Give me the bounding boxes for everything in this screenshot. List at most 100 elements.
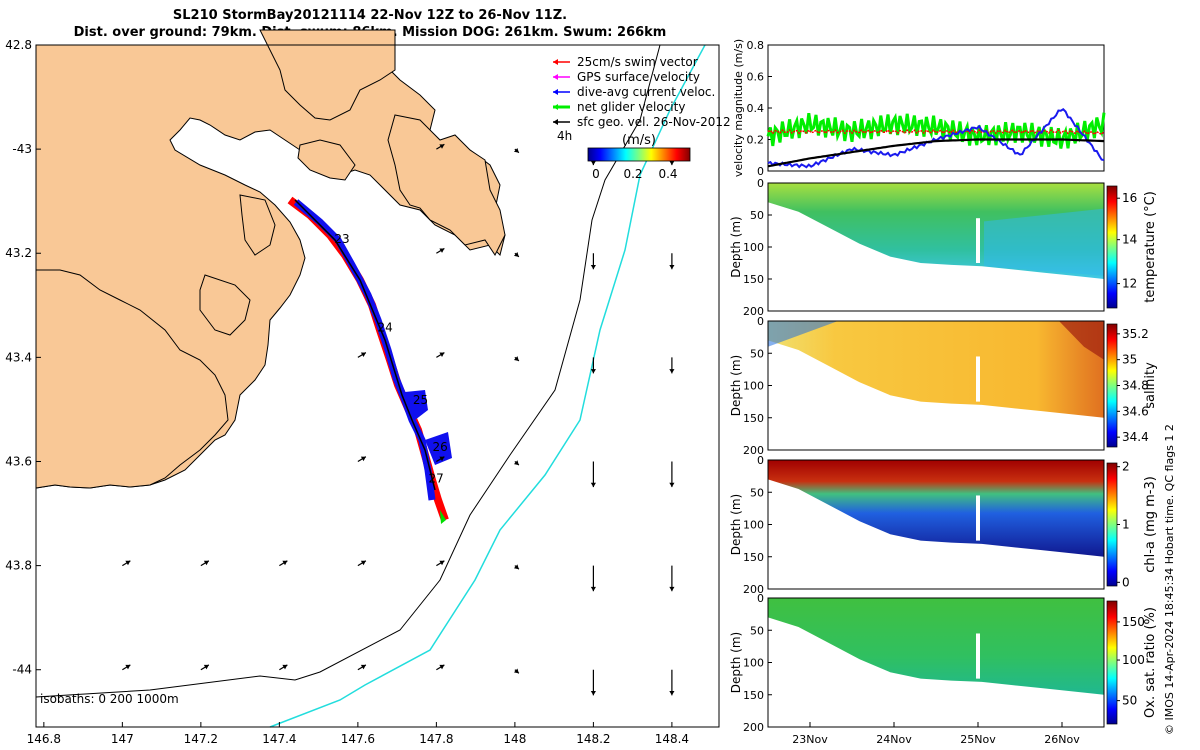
- title-line-1: SL210 StormBay20121114 22-Nov 12Z to 26-…: [172, 8, 568, 23]
- depth-tick: 0: [757, 177, 764, 190]
- lon-tick-label: 147: [111, 732, 134, 746]
- depth-ylabel: Depth (m): [729, 494, 743, 555]
- legend-label: net glider velocity: [577, 100, 685, 114]
- velocity-arrow: [590, 461, 596, 488]
- velocity-arrow: [590, 669, 596, 696]
- depth-tick: 200: [743, 305, 764, 318]
- velocity-arrow: [279, 664, 288, 671]
- velocity-ytick: 0.4: [747, 102, 765, 115]
- colorbar-tick-label: 34.6: [1122, 404, 1149, 418]
- velocity-arrow: [590, 253, 596, 270]
- velocity-arrow: [200, 560, 210, 567]
- velocity-arrow: [279, 560, 288, 567]
- velocity-arrow: [357, 560, 367, 567]
- time-tick-label: 23Nov: [792, 733, 828, 746]
- velocity-arrow: [436, 664, 445, 671]
- velocity-arrow: [590, 565, 596, 592]
- colorbar-tick-label: 14: [1122, 233, 1137, 247]
- section-data-fill: [768, 321, 1104, 418]
- velocity-ytick: 0.2: [747, 134, 765, 147]
- velocity-arrow: [669, 565, 675, 592]
- velocity-arrow: [357, 352, 367, 358]
- day-label: 23: [334, 232, 349, 246]
- day-label: 26: [432, 440, 447, 454]
- depth-tick: 150: [743, 551, 764, 564]
- time-tick-label: 26Nov: [1044, 733, 1080, 746]
- lat-tick-label: -43: [12, 142, 32, 156]
- velocity-arrow: [122, 560, 131, 567]
- velocity-arrow: [669, 253, 675, 270]
- velocity-arrow: [436, 352, 445, 358]
- isobath-1000m: [269, 44, 706, 728]
- depth-tick: 200: [743, 721, 764, 734]
- legend-entry: sfc geo. vel. 26-Nov-2012: [553, 115, 731, 129]
- time-tick-label: 25Nov: [960, 733, 996, 746]
- colorbar-tick: 0.4: [658, 167, 677, 181]
- velocity-arrow: [122, 664, 131, 671]
- section-panel-1: 0 50 100 150 200 Depth (m) 12 14 16 temperature (…: [729, 177, 1158, 318]
- colorbar-tick: 0: [592, 167, 600, 181]
- section-panel-3: 0 50 100 150 200 Depth (m) 0 1 2 chl-a (mg m-3): [729, 454, 1158, 596]
- day-label: 27: [429, 471, 444, 485]
- depth-ylabel: Depth (m): [729, 632, 743, 693]
- velocity-arrow: [513, 564, 520, 570]
- colorbar-title: (m/s): [622, 133, 656, 148]
- velocity-arrow: [436, 560, 445, 567]
- lon-tick-label: 148.4: [655, 732, 689, 746]
- depth-tick: 0: [757, 454, 764, 467]
- velocity-arrow: [669, 357, 675, 374]
- velocity-arrow: [513, 252, 520, 258]
- colorbar-tick-label: 2: [1122, 460, 1130, 474]
- colorbar-tick-label: 12: [1122, 277, 1137, 291]
- lat-tick-label: 43.4: [5, 350, 32, 364]
- legend-entry: net glider velocity: [553, 100, 685, 114]
- velocity-ytick: 0.8: [747, 39, 765, 52]
- depth-tick: 100: [743, 380, 764, 393]
- colorbar-tick-label: 1: [1122, 518, 1130, 532]
- colorbar-label: salinity: [1143, 362, 1158, 409]
- legend-entry: 25cm/s swim vector: [553, 55, 698, 69]
- colorbar-tick-label: 50: [1122, 694, 1137, 708]
- legend-label: dive-avg current veloc.: [577, 85, 715, 99]
- depth-tick: 0: [757, 315, 764, 328]
- depth-tick: 100: [743, 657, 764, 670]
- series-swim-speed: [767, 128, 1105, 136]
- lon-tick-label: 147.2: [184, 732, 218, 746]
- lon-tick-label: 148: [503, 732, 526, 746]
- depth-tick: 150: [743, 689, 764, 702]
- colorbar-tick: 0.2: [623, 167, 642, 181]
- land-mass: [35, 29, 506, 489]
- legend-entry: dive-avg current veloc.: [553, 85, 715, 99]
- colorbar-tick-label: 16: [1122, 191, 1137, 205]
- velocity-arrow: [513, 460, 520, 466]
- velocity-arrow: [590, 357, 596, 374]
- lat-tick-label: 43.2: [5, 246, 32, 260]
- lon-tick-label: 147.8: [419, 732, 453, 746]
- velocity-arrow: [200, 664, 210, 671]
- section-colorbar: [1106, 462, 1118, 587]
- colorbar-label: chl-a (mg m-3): [1143, 476, 1158, 573]
- lat-tick-label: 42.8: [5, 38, 32, 52]
- depth-tick: 100: [743, 519, 764, 532]
- section-panel-2: 0 50 100 150 200 Depth (m) 34.4 34.6 34.8 35 35.2 s…: [729, 315, 1158, 457]
- depth-ylabel: Depth (m): [729, 216, 743, 277]
- velocity-arrow: [669, 669, 675, 696]
- legend-entry: GPS surface velocity: [553, 70, 700, 84]
- velocity-ytick: 0.6: [747, 71, 765, 84]
- depth-tick: 150: [743, 412, 764, 425]
- velocity-arrow: [436, 456, 445, 463]
- lon-tick-label: 148.2: [576, 732, 610, 746]
- section-colorbar: [1106, 185, 1118, 309]
- colorbar-tick-label: 35: [1122, 353, 1137, 367]
- isobath-label: isobaths: 0 200 1000m: [40, 692, 179, 706]
- glider-track: [287, 196, 452, 524]
- colorbar-tick-label: 150: [1122, 615, 1145, 629]
- lat-tick-label: 43.6: [5, 454, 32, 468]
- section-data-fill: [768, 598, 1104, 695]
- depth-tick: 50: [750, 486, 764, 499]
- time-tick-label: 24Nov: [876, 733, 912, 746]
- velocity-arrow: [436, 143, 445, 150]
